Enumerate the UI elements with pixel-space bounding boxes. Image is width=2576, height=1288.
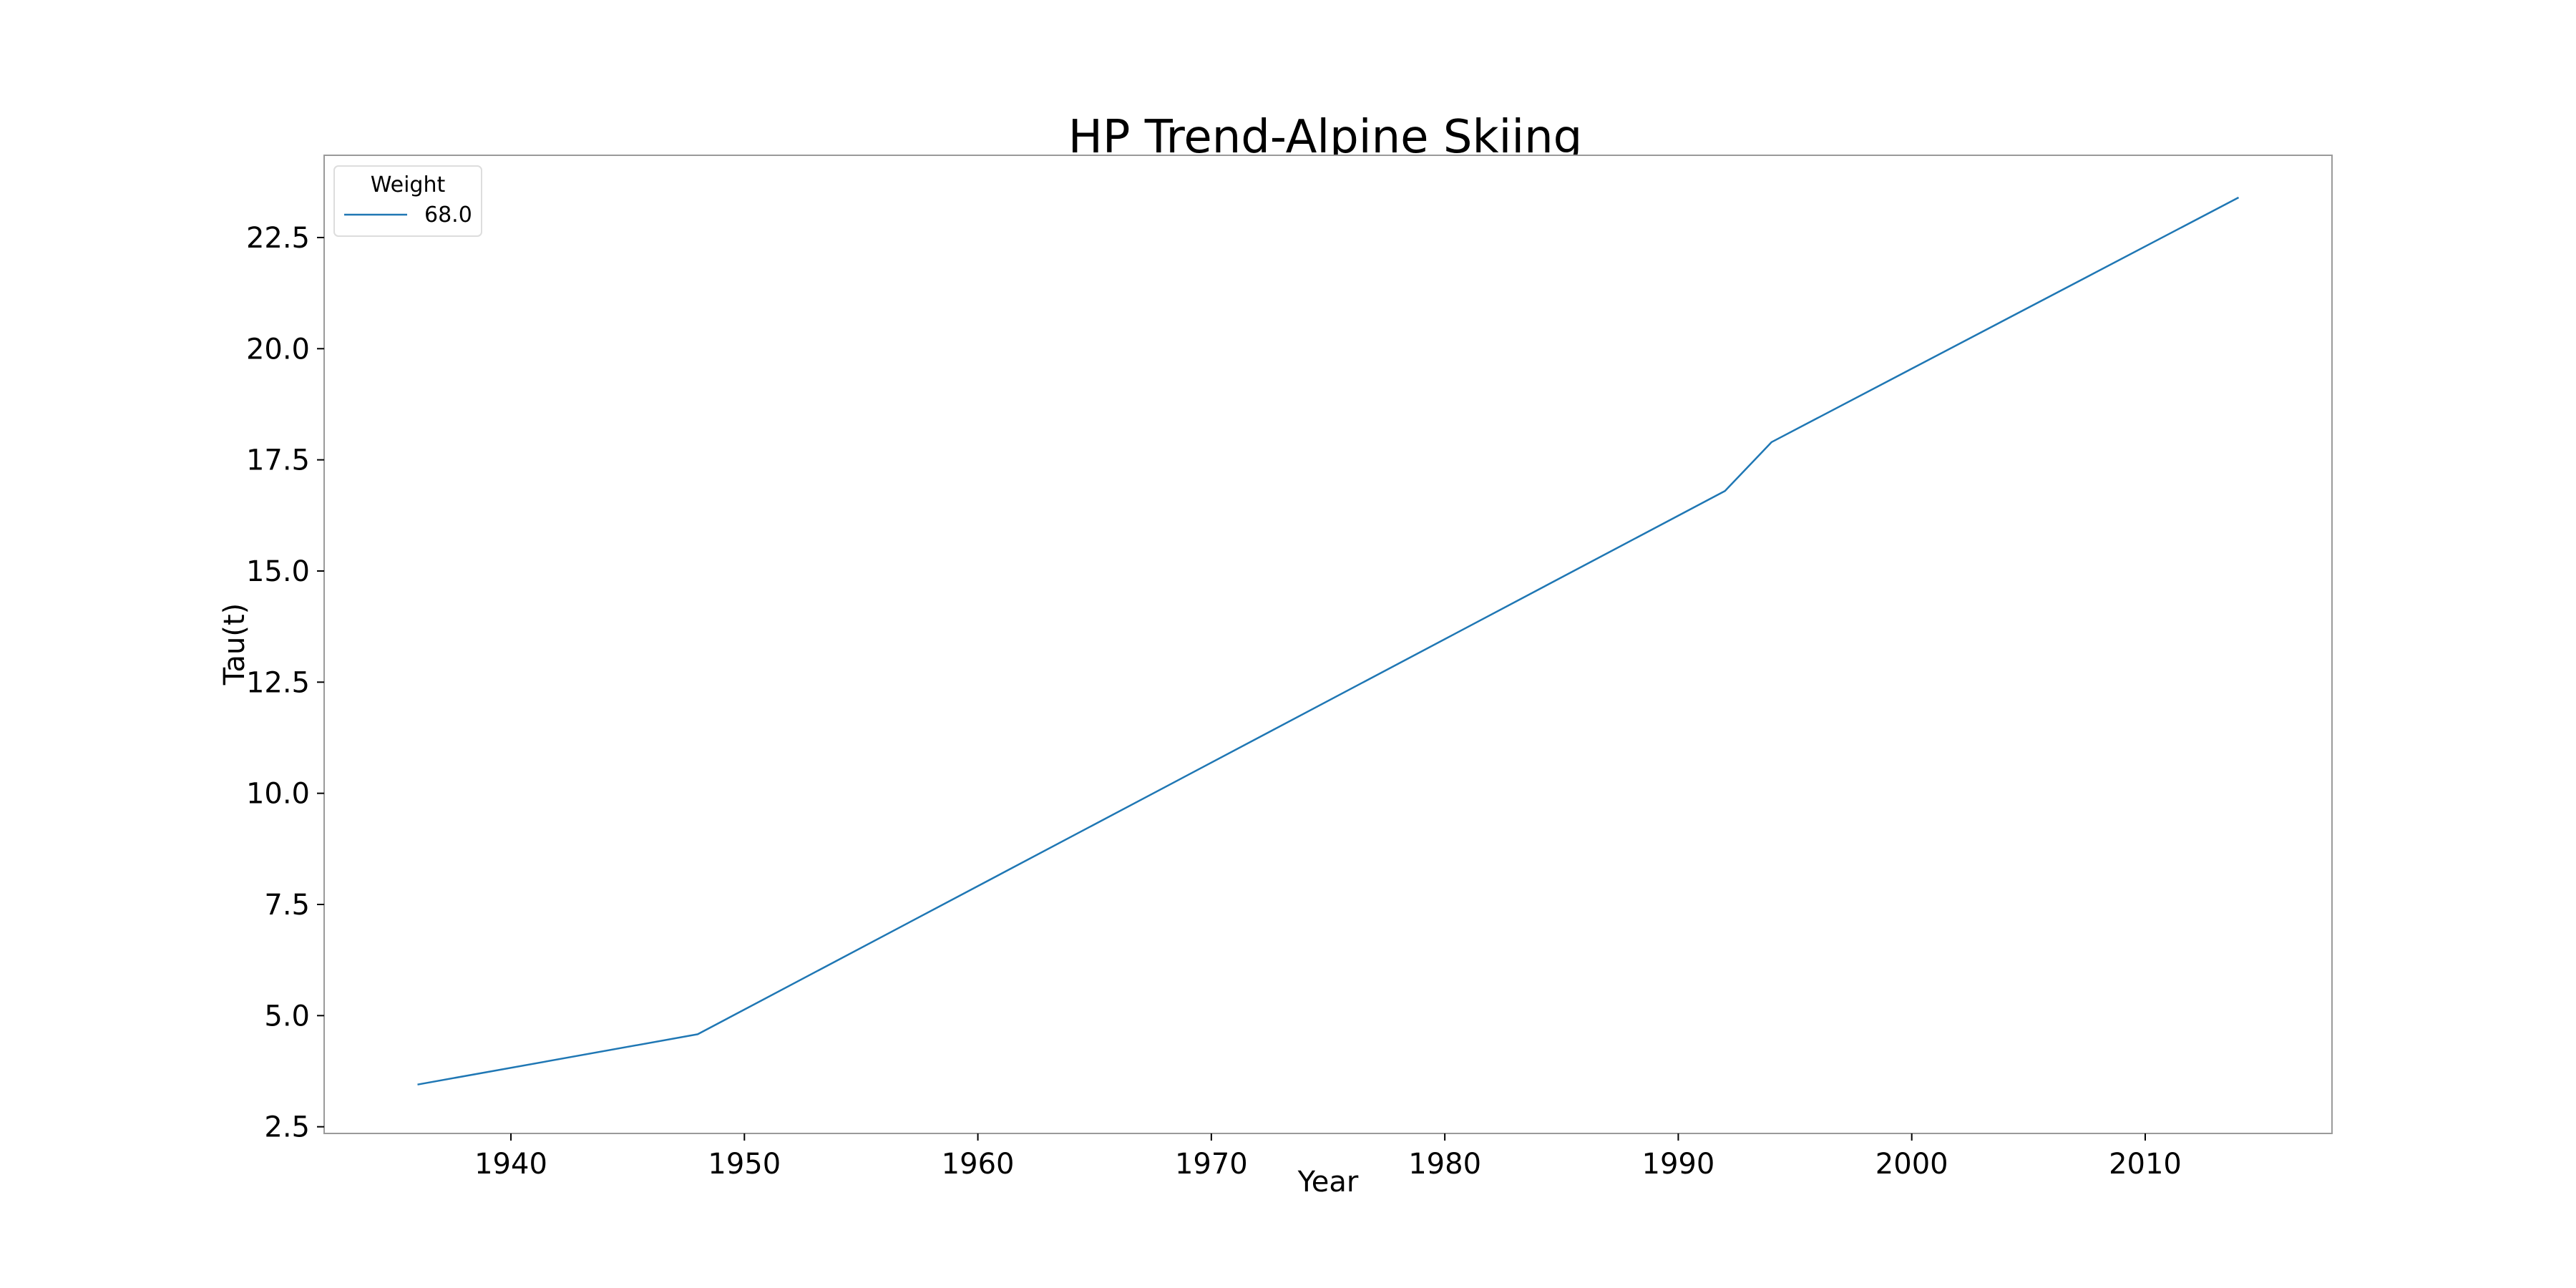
x-tick-label: 1980 (1408, 1148, 1481, 1181)
y-tick-label: 12.5 (246, 666, 310, 699)
legend-title: Weight (371, 172, 446, 197)
x-tick-label: 1940 (474, 1148, 547, 1181)
series-line-68-0 (417, 196, 2240, 1085)
series-layer (417, 196, 2240, 1085)
y-tick-label: 7.5 (264, 889, 310, 922)
x-tick-label: 1960 (942, 1148, 1015, 1181)
y-tick-label: 17.5 (246, 444, 310, 477)
x-axis-ticks: 1940 1950 1960 1970 1980 1990 2000 2010 (474, 1133, 2182, 1181)
legend-box (333, 165, 482, 237)
x-tick-label: 1990 (1642, 1148, 1715, 1181)
y-tick-label: 15.0 (246, 555, 310, 588)
y-axis-ticks: 2.5 5.0 7.5 10.0 12.5 15.0 17.5 20.0 22.5 (246, 222, 324, 1144)
y-tick-label: 20.0 (246, 333, 310, 366)
x-axis-label: Year (1297, 1166, 1359, 1199)
legend-label-68-0: 68.0 (424, 203, 472, 228)
y-tick-label: 22.5 (246, 222, 310, 255)
y-tick-label: 2.5 (264, 1111, 310, 1144)
x-tick-label: 1950 (708, 1148, 781, 1181)
y-tick-label: 10.0 (246, 778, 310, 811)
y-tick-label: 5.0 (264, 1000, 310, 1033)
x-tick-label: 2010 (2109, 1148, 2182, 1181)
x-tick-label: 2000 (1875, 1148, 1948, 1181)
x-tick-label: 1970 (1175, 1148, 1248, 1181)
y-axis-label: Tau(t) (218, 603, 251, 686)
legend: Weight 68.0 (333, 165, 482, 237)
plot-area (323, 155, 2333, 1134)
